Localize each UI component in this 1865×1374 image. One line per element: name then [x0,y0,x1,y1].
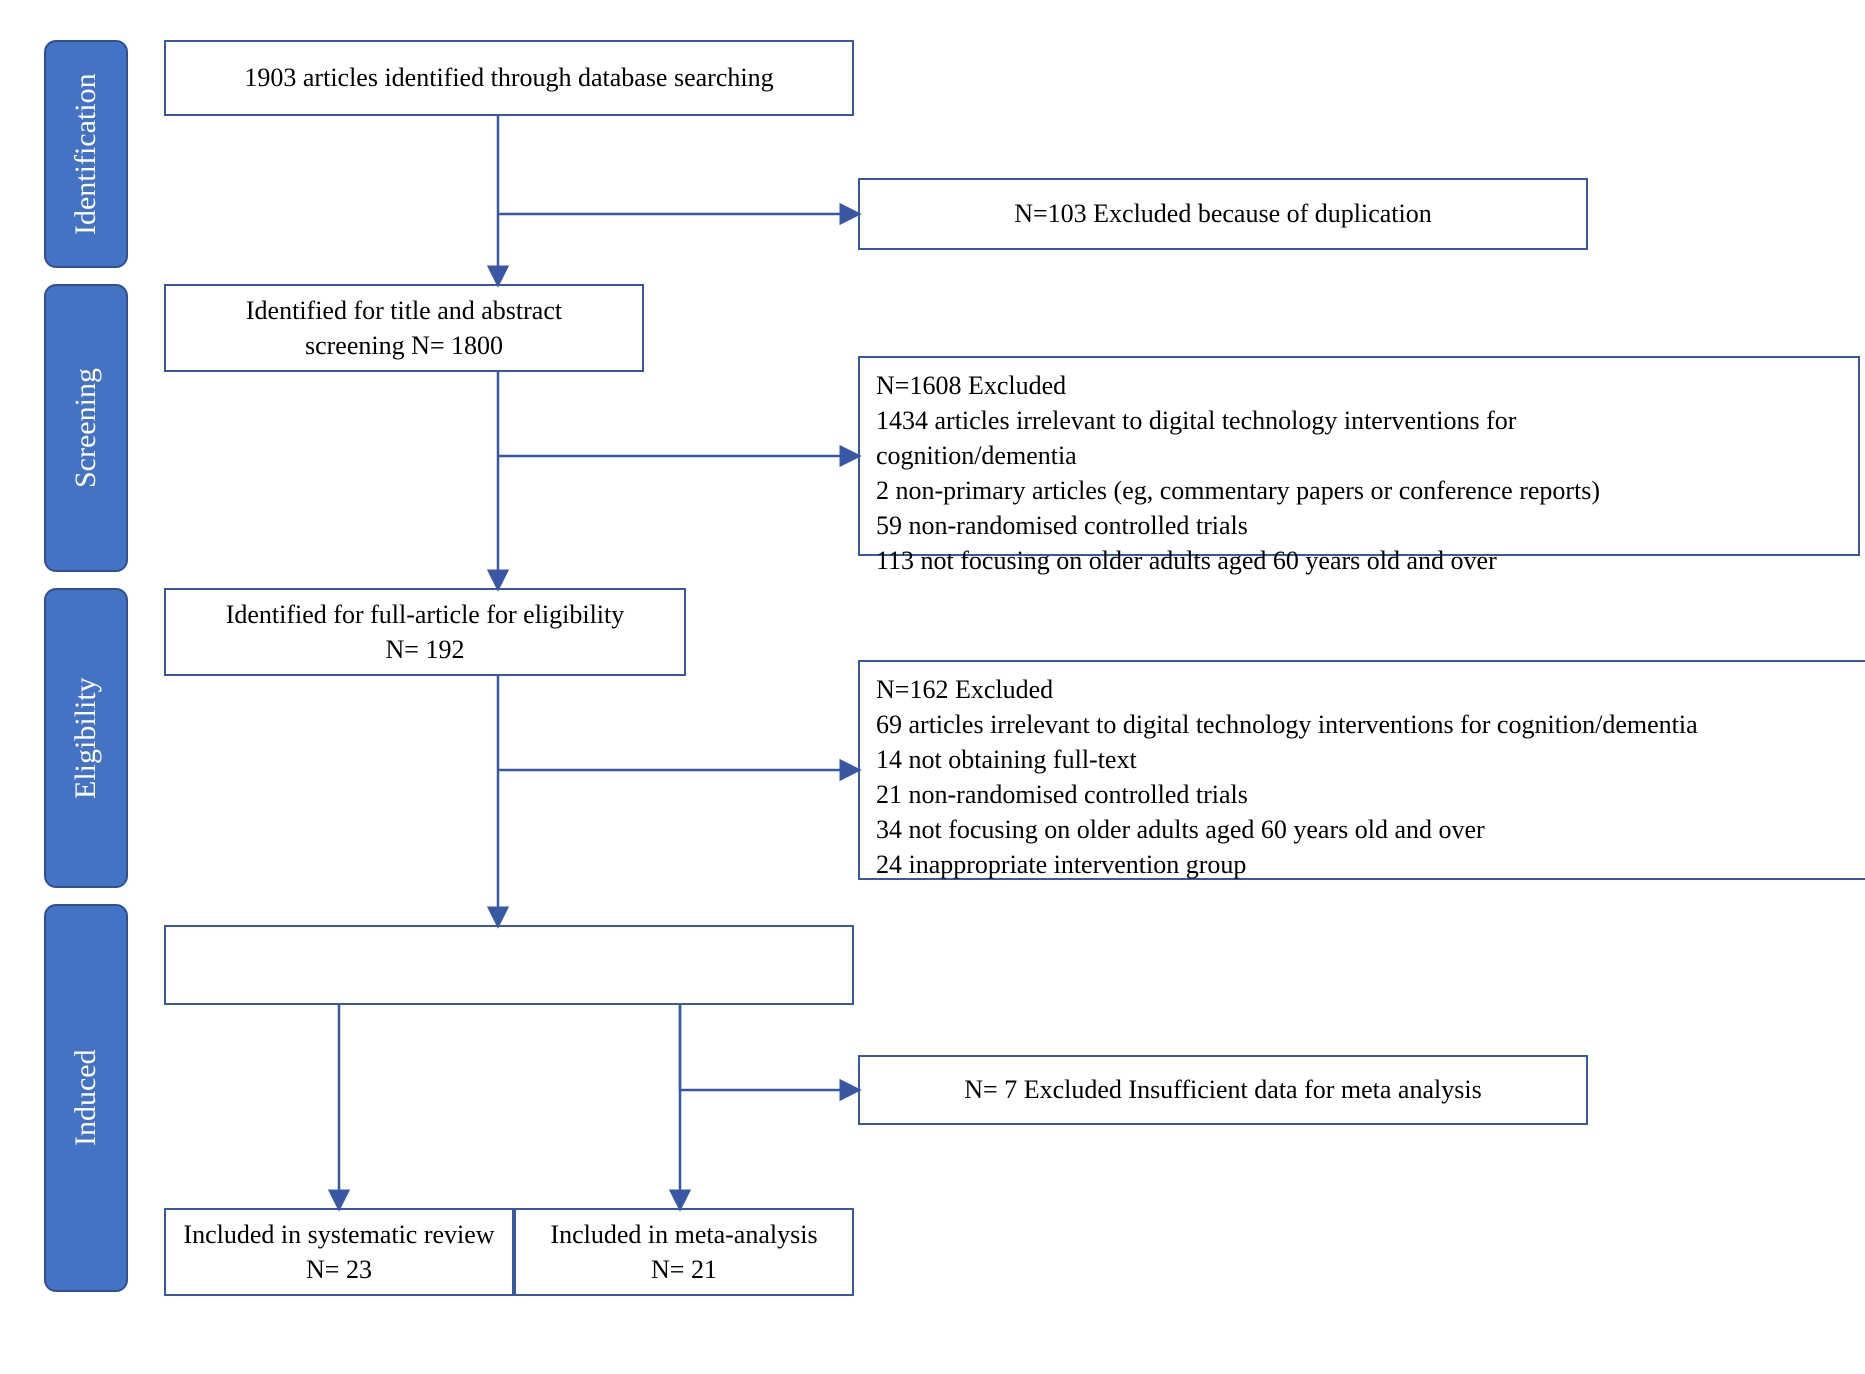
node-text: 113 not focusing on older adults aged 60… [876,543,1497,578]
node-text: N=103 Excluded because of duplication [1014,196,1432,231]
node-text: 1903 articles identified through databas… [244,60,773,95]
node-text: cognition/dementia [876,438,1077,473]
stage-screening: Screening [44,284,128,572]
node-included-systematic-review: Included in systematic review N= 23 [164,1208,514,1296]
node-text: 14 not obtaining full-text [876,742,1137,777]
node-excluded-duplication: N=103 Excluded because of duplication [858,178,1588,250]
node-included-meta-analysis: Included in meta-analysis N= 21 [514,1208,854,1296]
node-text: screening N= 1800 [305,328,503,363]
node-text: 59 non-randomised controlled trials [876,508,1248,543]
prisma-flowchart: Identification Screening Eligibility Ind… [20,20,1865,1354]
node-text: 69 articles irrelevant to digital techno… [876,707,1698,742]
node-text: 24 inappropriate intervention group [876,847,1246,882]
node-text: Identified for full-article for eligibil… [226,597,625,632]
node-eligibility-excluded: N=162 Excluded 69 articles irrelevant to… [858,660,1865,880]
node-text: N=1608 Excluded [876,368,1066,403]
node-text: 21 non-randomised controlled trials [876,777,1248,812]
node-title-abstract-screening: Identified for title and abstract screen… [164,284,644,372]
node-intermediate-empty [164,925,854,1005]
node-text: N= 23 [306,1252,372,1287]
node-text: N=162 Excluded [876,672,1053,707]
node-text: N= 21 [651,1252,717,1287]
node-text: Included in meta-analysis [550,1217,817,1252]
stage-identification: Identification [44,40,128,268]
stage-label-text: Induced [69,1050,103,1147]
node-text: 2 non-primary articles (eg, commentary p… [876,473,1600,508]
node-records-identified: 1903 articles identified through databas… [164,40,854,116]
stage-induced: Induced [44,904,128,1292]
node-excluded-insufficient-data: N= 7 Excluded Insufficient data for meta… [858,1055,1588,1125]
node-full-article-eligibility: Identified for full-article for eligibil… [164,588,686,676]
stage-label-text: Screening [69,368,103,488]
node-screening-excluded: N=1608 Excluded 1434 articles irrelevant… [858,356,1860,556]
node-text: N= 192 [386,632,465,667]
stage-eligibility: Eligibility [44,588,128,888]
stage-label-text: Eligibility [69,677,103,799]
node-text: 34 not focusing on older adults aged 60 … [876,812,1485,847]
node-text: Included in systematic review [183,1217,494,1252]
node-text: N= 7 Excluded Insufficient data for meta… [964,1072,1481,1107]
node-text: 1434 articles irrelevant to digital tech… [876,403,1516,438]
stage-label-text: Identification [69,73,103,235]
node-text: Identified for title and abstract [246,293,562,328]
